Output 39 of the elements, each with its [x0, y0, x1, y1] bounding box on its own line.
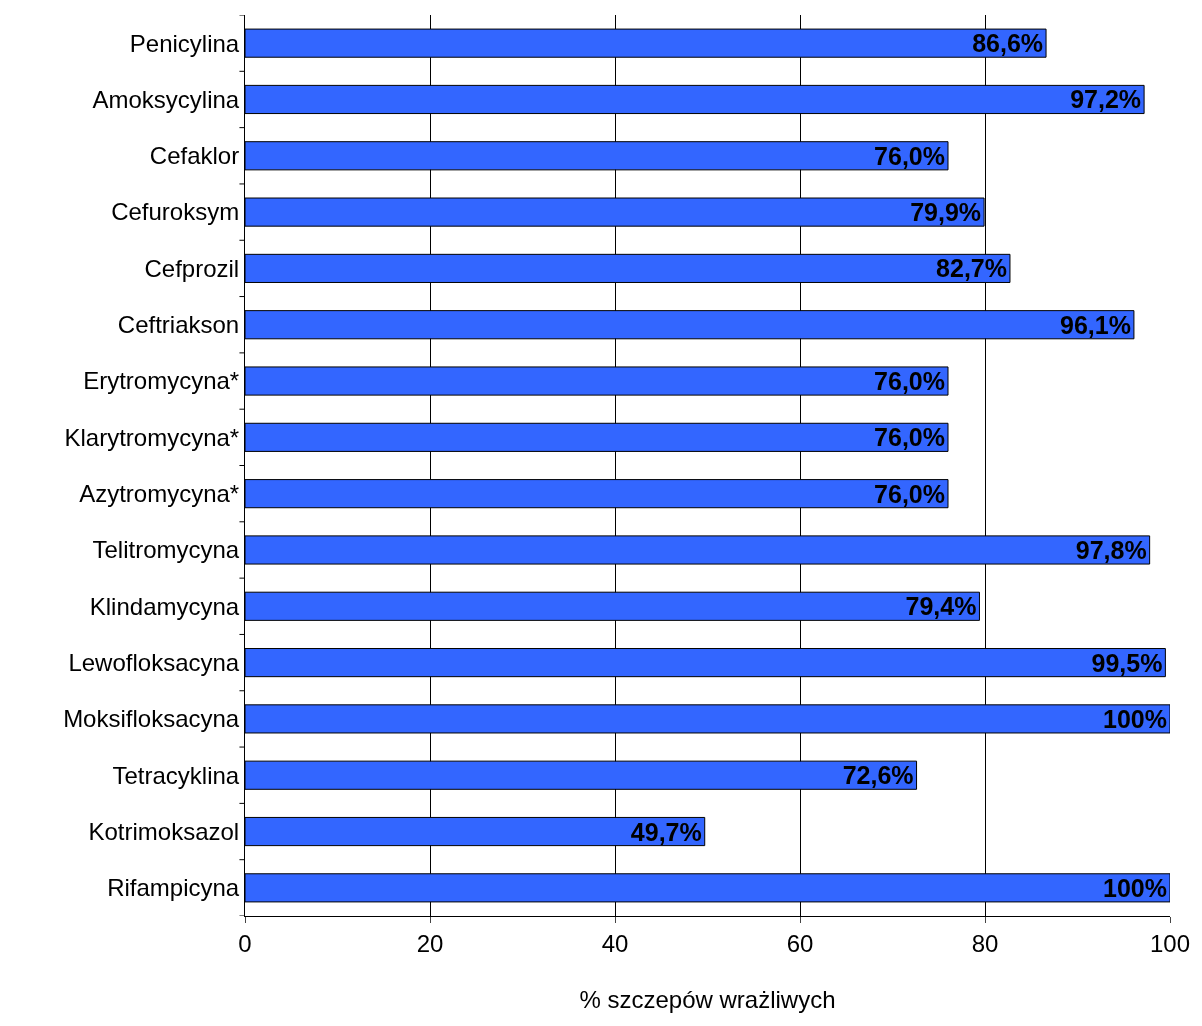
y-tick-label: Ceftriakson	[117, 311, 240, 339]
y-tick-label: Klarytromycyna*	[64, 423, 240, 451]
y-tick-label: Moksifloksacyna	[63, 705, 240, 733]
data-label: 79,9%	[910, 198, 982, 227]
x-axis-title: % szczepów wrażliwych	[579, 986, 836, 1014]
y-tick-label: Klindamycyna	[89, 592, 240, 620]
x-tick-label: 20	[416, 929, 444, 957]
y-tick-label: Amoksycylina	[92, 85, 240, 113]
x-tick-label: 100	[1149, 929, 1191, 957]
y-tick-label: Cefprozil	[144, 254, 240, 282]
y-tick-label: Lewofloksacyna	[68, 648, 240, 676]
data-label: 99,5%	[1091, 648, 1163, 677]
data-label: 96,1%	[1060, 310, 1131, 339]
y-tick-label: Tetracyklina	[112, 761, 240, 789]
data-label: 76,0%	[874, 423, 945, 452]
x-tick-label: 80	[971, 929, 999, 957]
data-label: 76,0%	[874, 367, 945, 396]
data-label: 49,7%	[630, 817, 702, 846]
data-label: 100%	[1103, 704, 1167, 733]
data-label: 79,4%	[905, 592, 977, 621]
x-tick-label: 60	[786, 929, 814, 957]
data-label: 76,0%	[874, 479, 945, 508]
y-tick-label: Kotrimoksazol	[88, 817, 240, 845]
y-tick-label: Cefaklor	[149, 142, 240, 170]
data-label: 76,0%	[874, 141, 945, 170]
y-tick-label: Cefuroksym	[111, 198, 240, 226]
y-tick-label: Erytromycyna*	[83, 367, 240, 395]
y-tick-label: Rifampicyna	[107, 874, 240, 902]
y-tick-label: Azytromycyna*	[79, 480, 240, 508]
x-tick-label: 40	[601, 929, 629, 957]
data-label: 82,7%	[936, 254, 1007, 283]
data-label: 97,2%	[1070, 85, 1142, 114]
data-label: 86,6%	[972, 29, 1044, 58]
data-label: 97,8%	[1075, 535, 1147, 564]
y-tick-label: Telitromycyna	[92, 536, 240, 564]
data-label: 100%	[1103, 873, 1167, 902]
data-label: 72,6%	[842, 761, 914, 790]
x-tick-label: 0	[238, 929, 252, 957]
y-tick-label: Penicylina	[129, 29, 240, 57]
